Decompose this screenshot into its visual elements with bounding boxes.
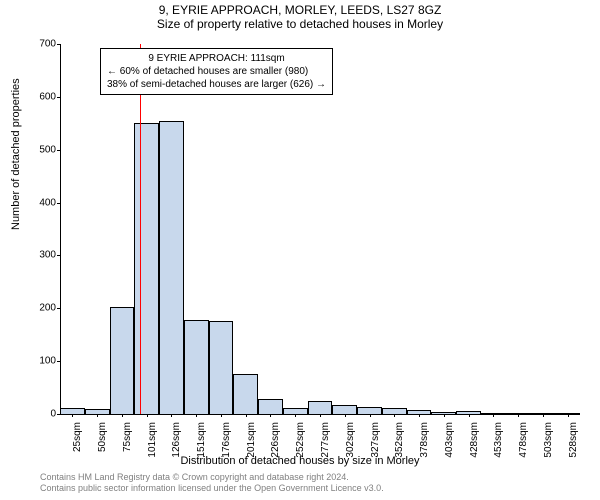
annotation-line: 38% of semi-detached houses are larger (… — [107, 78, 326, 91]
y-tick-label: 400 — [26, 197, 56, 208]
x-tick-mark — [543, 414, 544, 417]
x-tick-mark — [345, 414, 346, 417]
x-tick-mark — [295, 414, 296, 417]
annotation-line: ← 60% of detached houses are smaller (98… — [107, 65, 326, 78]
y-tick-mark — [57, 203, 60, 204]
y-tick-label: 100 — [26, 356, 56, 367]
histogram-bar — [332, 405, 357, 415]
x-tick-mark — [97, 414, 98, 417]
histogram-bar — [233, 374, 258, 414]
x-tick-mark — [246, 414, 247, 417]
histogram-bar — [357, 407, 382, 414]
x-tick-mark — [394, 414, 395, 417]
y-tick-label: 700 — [26, 39, 56, 50]
y-tick-label: 300 — [26, 250, 56, 261]
x-tick-mark — [370, 414, 371, 417]
x-tick-mark — [320, 414, 321, 417]
credits-line: Contains HM Land Registry data © Crown c… — [40, 472, 384, 484]
y-tick-label: 200 — [26, 303, 56, 314]
x-tick-mark — [171, 414, 172, 417]
x-axis-label: Distribution of detached houses by size … — [0, 455, 600, 467]
y-tick-mark — [57, 150, 60, 151]
histogram-bar — [110, 307, 135, 414]
x-tick-mark — [147, 414, 148, 417]
x-tick-mark — [518, 414, 519, 417]
chart-title: 9, EYRIE APPROACH, MORLEY, LEEDS, LS27 8… — [0, 0, 600, 17]
annotation-box: 9 EYRIE APPROACH: 111sqm← 60% of detache… — [100, 48, 333, 95]
x-tick-mark — [72, 414, 73, 417]
y-axis-label: Number of detached properties — [10, 78, 22, 230]
chart-subtitle: Size of property relative to detached ho… — [0, 17, 600, 33]
x-tick-mark — [419, 414, 420, 417]
y-tick-mark — [57, 97, 60, 98]
histogram-bar — [308, 401, 333, 414]
histogram-bar — [184, 320, 209, 414]
y-tick-label: 0 — [26, 409, 56, 420]
x-tick-mark — [196, 414, 197, 417]
chart-plot-area: 010020030040050060070025sqm50sqm75sqm101… — [60, 44, 580, 414]
histogram-bar — [134, 123, 159, 414]
y-tick-mark — [57, 255, 60, 256]
y-tick-label: 500 — [26, 144, 56, 155]
x-tick-mark — [221, 414, 222, 417]
y-tick-mark — [57, 361, 60, 362]
x-tick-mark — [122, 414, 123, 417]
histogram-bar — [159, 121, 184, 414]
x-tick-mark — [469, 414, 470, 417]
x-tick-mark — [493, 414, 494, 417]
x-tick-mark — [444, 414, 445, 417]
y-tick-mark — [57, 414, 60, 415]
histogram-bar — [209, 321, 234, 414]
credits-line: Contains public sector information licen… — [40, 483, 384, 495]
y-tick-mark — [57, 308, 60, 309]
histogram-bar — [258, 399, 283, 414]
y-axis-line — [60, 44, 61, 414]
y-tick-label: 600 — [26, 91, 56, 102]
annotation-line: 9 EYRIE APPROACH: 111sqm — [107, 52, 326, 65]
x-tick-mark — [270, 414, 271, 417]
y-tick-mark — [57, 44, 60, 45]
x-tick-mark — [568, 414, 569, 417]
property-marker-line — [140, 44, 141, 414]
credits-text: Contains HM Land Registry data © Crown c… — [40, 472, 384, 495]
